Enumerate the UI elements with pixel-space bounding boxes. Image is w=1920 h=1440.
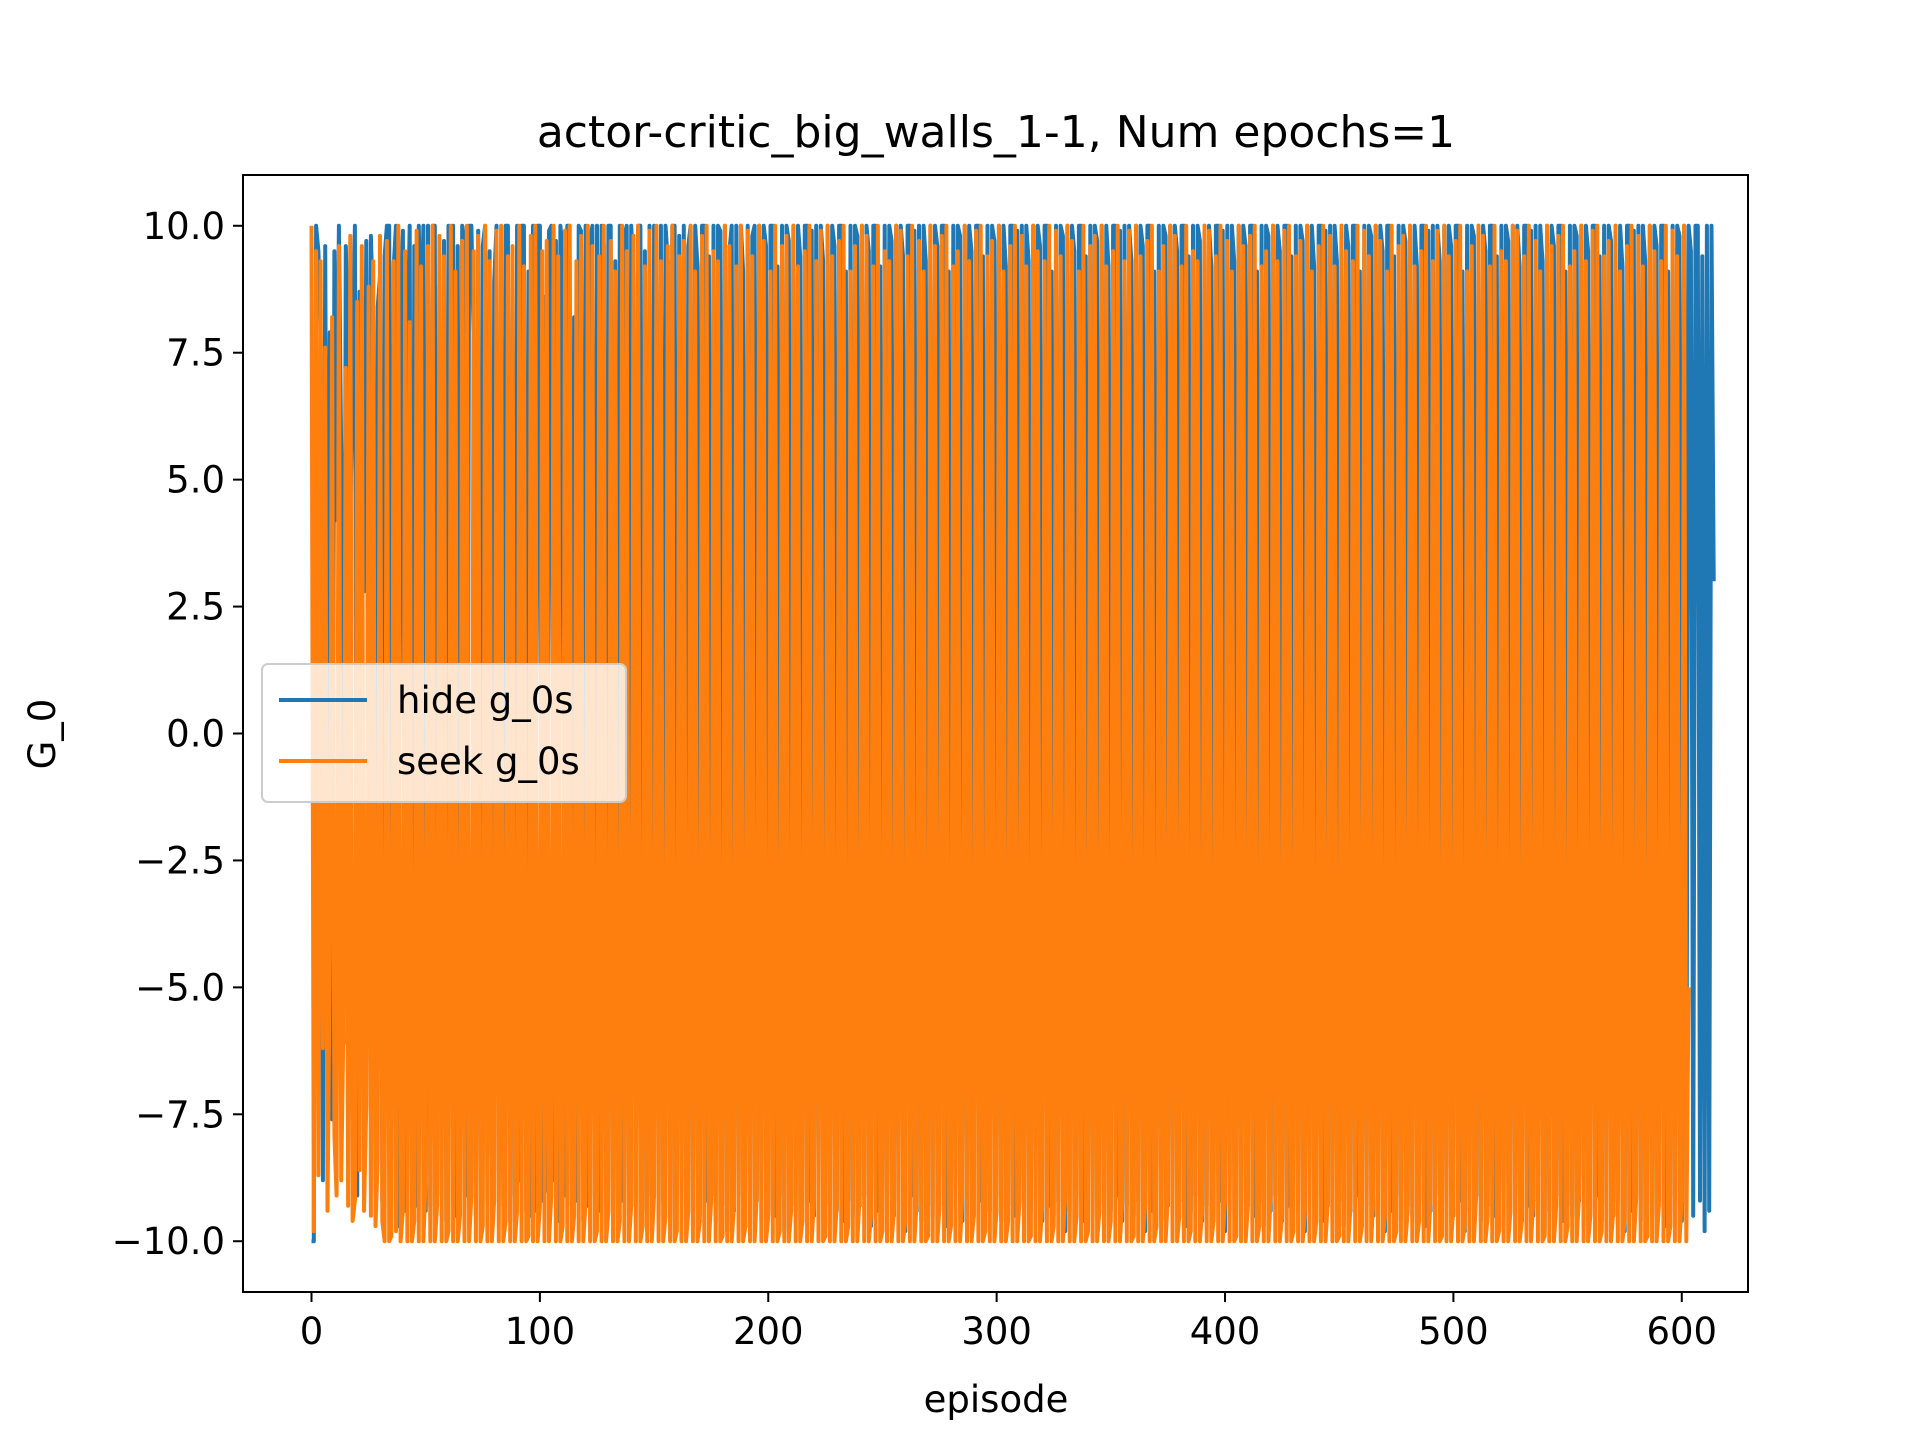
x-tick-label: 100	[505, 1310, 576, 1353]
legend-label-hide: hide g_0s	[397, 679, 574, 722]
y-tick-label: −5.0	[135, 966, 225, 1009]
x-axis-label: episode	[924, 1378, 1069, 1421]
x-tick-label: 500	[1418, 1310, 1489, 1353]
y-tick-label: −7.5	[135, 1093, 225, 1136]
legend: hide g_0s seek g_0s	[261, 663, 627, 803]
legend-label-seek: seek g_0s	[397, 740, 580, 783]
y-axis-label: G_0	[21, 699, 64, 770]
y-tick-label: −2.5	[135, 839, 225, 882]
y-tick-label: 0.0	[166, 713, 225, 756]
y-tick-label: −10.0	[112, 1220, 225, 1263]
y-tick-label: 7.5	[166, 332, 225, 375]
y-tick-label: 10.0	[143, 205, 225, 248]
chart-title: actor-critic_big_walls_1-1, Num epochs=1	[537, 107, 1455, 158]
x-tick-label: 400	[1190, 1310, 1261, 1353]
y-tick-label: 5.0	[166, 459, 225, 502]
x-axis: 0 100 200 300 400 500 600	[300, 1292, 1717, 1353]
y-tick-label: 2.5	[166, 586, 225, 629]
x-tick-label: 0	[300, 1310, 324, 1353]
y-axis: 10.0 7.5 5.0 2.5 0.0 −2.5 −5.0 −7.5 −10.0	[112, 205, 243, 1263]
x-tick-label: 200	[733, 1310, 804, 1353]
x-tick-label: 300	[961, 1310, 1032, 1353]
x-tick-label: 600	[1646, 1310, 1717, 1353]
